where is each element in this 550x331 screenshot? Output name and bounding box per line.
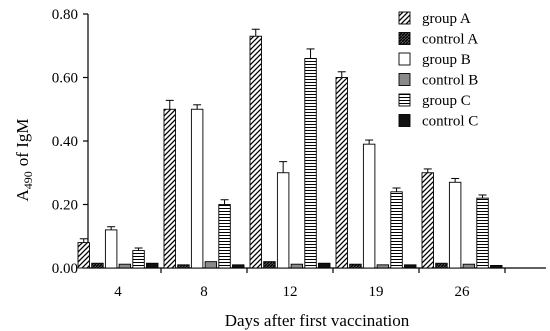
bar <box>118 263 132 269</box>
bar <box>204 261 218 269</box>
bar <box>91 262 104 269</box>
bar <box>335 77 348 269</box>
bar <box>177 264 190 269</box>
y-ticks: 0.00 0.20 0.40 0.60 0.80 <box>52 7 88 277</box>
series-group-B <box>104 104 462 269</box>
y-tick-label: 0.20 <box>52 198 78 214</box>
y-tick-label: 0.00 <box>52 261 78 277</box>
y-tick-label: 0.80 <box>52 7 78 23</box>
legend-swatch <box>398 32 411 45</box>
legend-label: group B <box>422 52 471 68</box>
bar <box>263 261 276 269</box>
y-tick-label: 0.40 <box>52 134 78 150</box>
x-tick-label: 12 <box>283 284 298 300</box>
x-ticks: 4 8 12 19 26 <box>114 268 506 300</box>
x-tick-label: 4 <box>114 284 122 300</box>
y-axis-title: A490 of IgM <box>13 119 35 202</box>
bar <box>104 229 118 269</box>
y-axis-title-rest: of IgM <box>13 119 32 167</box>
bar <box>421 172 434 269</box>
bar <box>435 262 448 269</box>
bar <box>349 263 362 269</box>
series-group-C <box>132 48 489 269</box>
x-tick-label: 26 <box>455 284 471 300</box>
bar <box>404 264 417 269</box>
bar <box>77 242 90 269</box>
bar <box>132 250 145 269</box>
legend-item: control B <box>398 73 478 89</box>
bar <box>390 191 403 269</box>
bar <box>190 108 204 269</box>
bar <box>276 172 290 269</box>
series-group-A <box>77 28 434 269</box>
legend-item: group A <box>398 11 471 27</box>
bar <box>462 263 476 269</box>
bar <box>490 265 503 269</box>
bar <box>304 58 317 269</box>
bar <box>376 264 390 269</box>
legend-label: control B <box>422 73 478 89</box>
bar <box>448 181 462 269</box>
x-axis: 4 8 12 19 26 <box>88 267 546 300</box>
bar <box>249 35 262 269</box>
y-axis-title-sub: 490 <box>21 171 35 189</box>
legend-item: group C <box>398 93 471 109</box>
legend-swatch <box>398 73 411 86</box>
legend-item: control A <box>398 32 478 48</box>
legend-swatch <box>398 114 411 127</box>
legend-label: control A <box>422 32 478 48</box>
x-tick-label: 19 <box>369 284 384 300</box>
bar <box>163 108 176 269</box>
y-axis: 0.00 0.20 0.40 0.60 0.80 <box>52 7 89 277</box>
legend-swatch <box>398 93 411 107</box>
x-axis-title: Days after first vaccination <box>225 311 410 330</box>
series-control-B <box>118 261 476 269</box>
y-tick-label: 0.60 <box>52 71 78 87</box>
legend-swatch <box>398 11 411 25</box>
bar <box>218 204 231 269</box>
bar <box>362 143 376 269</box>
bar <box>290 263 304 269</box>
bar <box>318 262 331 269</box>
bars <box>77 28 503 269</box>
bar <box>476 197 489 269</box>
series-control-C <box>146 262 503 269</box>
legend: group A control A group B control B group C c… <box>398 11 478 130</box>
bar <box>146 262 159 269</box>
series-control-A <box>91 261 448 269</box>
legend-item: group B <box>398 52 471 68</box>
bar <box>232 264 245 269</box>
legend-swatch <box>398 52 411 66</box>
legend-label: control C <box>422 114 478 130</box>
legend-label: group C <box>422 93 471 109</box>
legend-label: group A <box>422 11 471 27</box>
y-axis-title-main: A <box>13 188 32 201</box>
x-tick-label: 8 <box>200 284 208 300</box>
legend-item: control C <box>398 114 478 130</box>
